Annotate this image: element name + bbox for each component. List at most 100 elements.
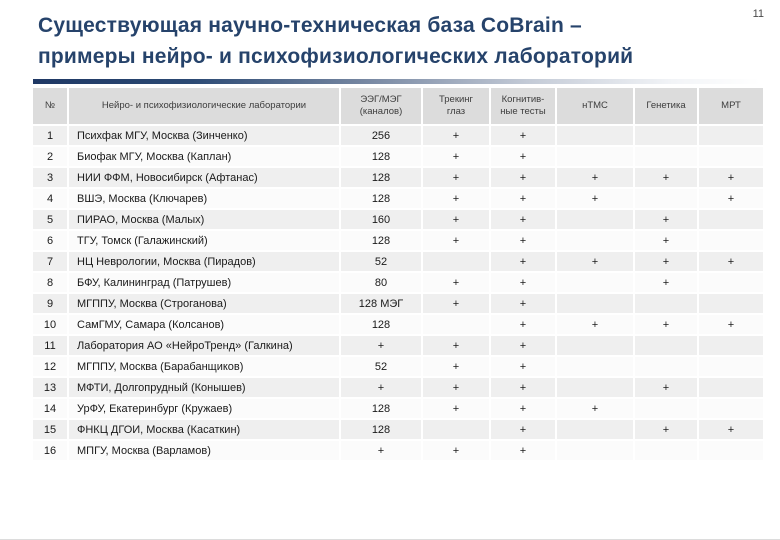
cell-num: 8 [33, 273, 67, 292]
cell-cognitive: + [491, 126, 555, 145]
cell-eeg: + [341, 441, 421, 460]
cell-mri: + [699, 315, 763, 334]
cell-cognitive: + [491, 378, 555, 397]
table-row: 10 СамГМУ, Самара (Колсанов) 128 + + + + [33, 315, 763, 334]
cell-mri [699, 147, 763, 166]
cell-cognitive: + [491, 168, 555, 187]
cell-genetics: + [635, 231, 697, 250]
cell-eyetracking: + [423, 441, 489, 460]
cell-num: 10 [33, 315, 67, 334]
cell-mri [699, 336, 763, 355]
cell-eyetracking [423, 315, 489, 334]
cell-genetics: + [635, 252, 697, 271]
cell-mri: + [699, 420, 763, 439]
cell-lab: Психфак МГУ, Москва (Зинченко) [69, 126, 339, 145]
cell-ntms: + [557, 252, 633, 271]
cell-cognitive: + [491, 189, 555, 208]
cell-ntms [557, 126, 633, 145]
cell-lab: ПИРАО, Москва (Малых) [69, 210, 339, 229]
cell-mri [699, 357, 763, 376]
cell-ntms [557, 273, 633, 292]
cell-mri [699, 294, 763, 313]
table-row: 14 УрФУ, Екатеринбург (Кружаев) 128 + + + [33, 399, 763, 418]
cell-eeg: + [341, 336, 421, 355]
cell-lab: МФТИ, Долгопрудный (Конышев) [69, 378, 339, 397]
column-header-eyetracking: Трекинг глаз [423, 88, 489, 124]
table-row: 5 ПИРАО, Москва (Малых) 160 + + + [33, 210, 763, 229]
cell-ntms [557, 420, 633, 439]
cell-mri [699, 441, 763, 460]
cell-genetics: + [635, 378, 697, 397]
cell-eeg: 128 [341, 147, 421, 166]
cell-lab: МГППУ, Москва (Барабанщиков) [69, 357, 339, 376]
cell-eeg: 52 [341, 252, 421, 271]
cell-eyetracking: + [423, 126, 489, 145]
cell-eeg: 128 [341, 189, 421, 208]
cell-ntms: + [557, 315, 633, 334]
cell-ntms [557, 147, 633, 166]
cell-lab: ФНКЦ ДГОИ, Москва (Касаткин) [69, 420, 339, 439]
cell-eyetracking: + [423, 147, 489, 166]
cell-genetics: + [635, 420, 697, 439]
table-row: 1 Психфак МГУ, Москва (Зинченко) 256 + + [33, 126, 763, 145]
cell-lab: Лаборатория АО «НейроТренд» (Галкина) [69, 336, 339, 355]
cell-mri [699, 273, 763, 292]
cell-num: 13 [33, 378, 67, 397]
cell-ntms [557, 378, 633, 397]
cell-lab: Биофак МГУ, Москва (Каплан) [69, 147, 339, 166]
cell-genetics: + [635, 315, 697, 334]
cell-cognitive: + [491, 441, 555, 460]
cell-num: 7 [33, 252, 67, 271]
column-header-cognitive: Когнитив- ные тесты [491, 88, 555, 124]
cell-num: 3 [33, 168, 67, 187]
cell-num: 1 [33, 126, 67, 145]
cell-lab: ВШЭ, Москва (Ключарев) [69, 189, 339, 208]
cell-cognitive: + [491, 336, 555, 355]
table-row: 4 ВШЭ, Москва (Ключарев) 128 + + + + [33, 189, 763, 208]
table-row: 13 МФТИ, Долгопрудный (Конышев) + + + + [33, 378, 763, 397]
cell-num: 12 [33, 357, 67, 376]
cell-eyetracking: + [423, 189, 489, 208]
table-row: 6 ТГУ, Томск (Галажинский) 128 + + + [33, 231, 763, 250]
table-row: 9 МГППУ, Москва (Строганова) 128 МЭГ + + [33, 294, 763, 313]
cell-mri [699, 126, 763, 145]
cell-num: 5 [33, 210, 67, 229]
labs-table: № Нейро- и психофизиологические лаборатор… [31, 86, 765, 462]
cell-eeg: 128 [341, 315, 421, 334]
cell-eyetracking [423, 420, 489, 439]
cell-genetics: + [635, 210, 697, 229]
cell-eeg: 80 [341, 273, 421, 292]
cell-cognitive: + [491, 420, 555, 439]
page-title-line1: Существующая научно-техническая база CoB… [38, 14, 582, 37]
cell-lab: МГППУ, Москва (Строганова) [69, 294, 339, 313]
cell-mri: + [699, 189, 763, 208]
cell-cognitive: + [491, 399, 555, 418]
cell-genetics [635, 147, 697, 166]
cell-num: 4 [33, 189, 67, 208]
cell-mri [699, 210, 763, 229]
title-divider [33, 79, 760, 84]
cell-genetics [635, 336, 697, 355]
cell-num: 14 [33, 399, 67, 418]
cell-eyetracking: + [423, 357, 489, 376]
cell-eyetracking: + [423, 336, 489, 355]
cell-genetics [635, 399, 697, 418]
cell-eeg: 128 [341, 168, 421, 187]
cell-num: 9 [33, 294, 67, 313]
cell-eeg: 128 МЭГ [341, 294, 421, 313]
cell-ntms [557, 231, 633, 250]
table-row: 7 НЦ Неврологии, Москва (Пирадов) 52 + + + + [33, 252, 763, 271]
cell-cognitive: + [491, 252, 555, 271]
cell-genetics: + [635, 168, 697, 187]
cell-mri [699, 231, 763, 250]
cell-cognitive: + [491, 315, 555, 334]
cell-eyetracking: + [423, 294, 489, 313]
cell-lab: УрФУ, Екатеринбург (Кружаев) [69, 399, 339, 418]
cell-ntms [557, 336, 633, 355]
column-header-eeg: ЭЭГ/МЭГ (каналов) [341, 88, 421, 124]
column-header-ntms: нТМС [557, 88, 633, 124]
cell-num: 2 [33, 147, 67, 166]
cell-cognitive: + [491, 294, 555, 313]
column-header-num: № [33, 88, 67, 124]
cell-ntms: + [557, 189, 633, 208]
